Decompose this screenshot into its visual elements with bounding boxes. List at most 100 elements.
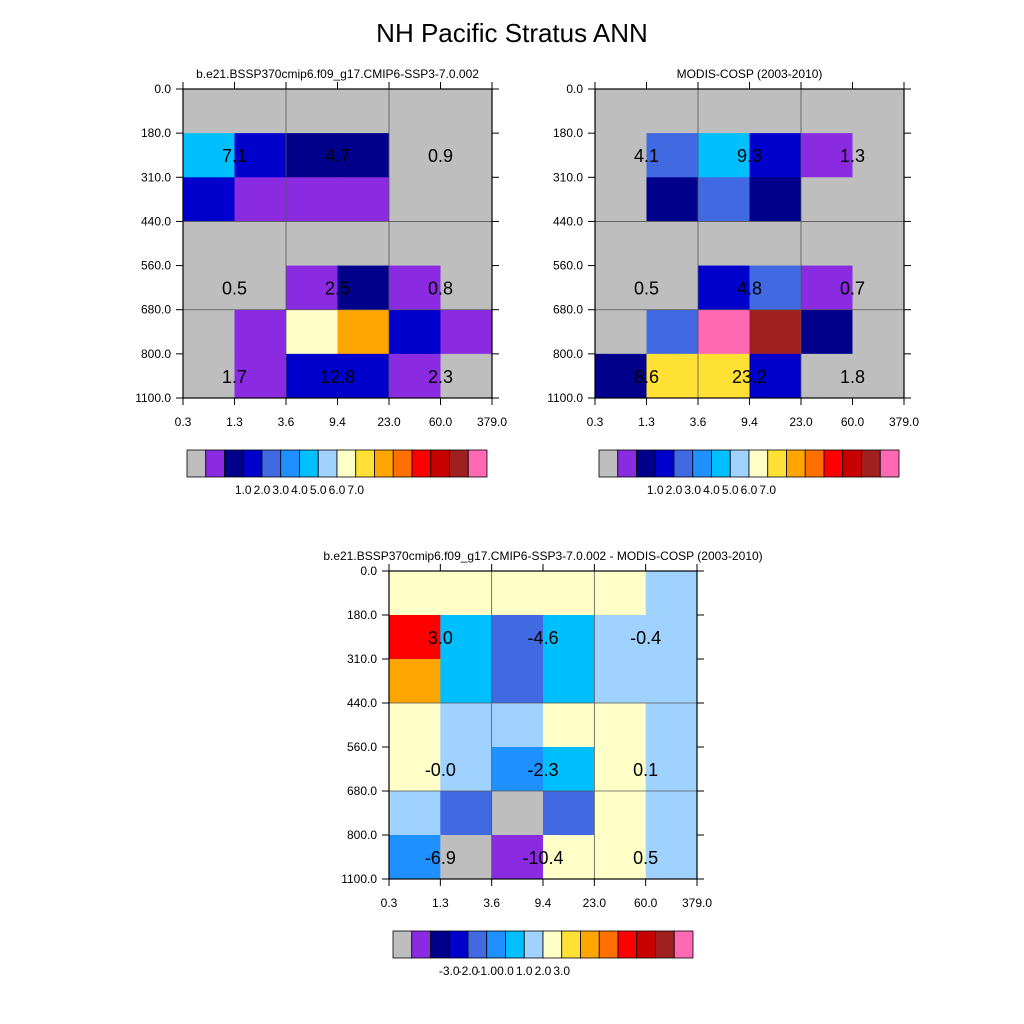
colorbar-box-diff xyxy=(467,930,488,959)
heatmap-cell-obs xyxy=(852,265,905,311)
panel-title-diff: b.e21.BSSP370cmip6.f09_g17.CMIP6-SSP3-7.… xyxy=(323,549,763,563)
colorbar-box-model xyxy=(355,449,375,478)
x-tick-label-obs: 0.3 xyxy=(587,415,604,429)
colorbar-box-diff xyxy=(673,930,694,959)
heatmap-cell-obs xyxy=(698,177,750,222)
x-tick-label-model: 23.0 xyxy=(377,415,401,429)
colorbar-box-obs xyxy=(748,449,769,478)
heatmap-cell-model xyxy=(286,265,338,311)
colorbar-label-model: 4.0 xyxy=(291,483,308,497)
heatmap-cell-model xyxy=(234,353,287,399)
heatmap-cell-model xyxy=(440,89,493,134)
heatmap-cell-diff xyxy=(491,747,544,792)
heatmap-cell-obs xyxy=(698,133,750,178)
heatmap-cell-diff xyxy=(645,835,698,880)
heatmap-cell-obs xyxy=(646,133,699,178)
y-tick-label-diff: 560.0 xyxy=(347,740,377,754)
colorbar-box-diff xyxy=(392,930,413,959)
heatmap-cell-obs xyxy=(801,265,853,311)
heatmap-cell-model xyxy=(389,309,441,355)
colorbar-box-obs xyxy=(786,449,806,478)
x-tick-label-obs: 23.0 xyxy=(789,415,813,429)
y-tick-label-model: 0.0 xyxy=(154,82,171,96)
heatmap-cell-obs xyxy=(801,133,853,178)
heatmap-cell-obs xyxy=(749,353,802,399)
panel-title-obs: MODIS-COSP (2003-2010) xyxy=(676,67,823,81)
heatmap-cell-diff xyxy=(594,703,647,748)
heatmap-cell-diff xyxy=(645,571,698,616)
colorbar-box-model xyxy=(186,449,207,478)
heatmap-cell-diff xyxy=(594,791,647,836)
y-tick-label-obs: 680.0 xyxy=(553,303,583,317)
x-tick-label-model: 3.6 xyxy=(278,415,295,429)
y-tick-label-obs: 560.0 xyxy=(553,259,583,273)
data-label-obs: 9.3 xyxy=(737,146,762,166)
heatmap-cell-diff xyxy=(389,791,441,836)
x-tick-label-model: 379.0 xyxy=(477,415,507,429)
y-tick-label-obs: 440.0 xyxy=(553,214,583,228)
heatmap-cell-diff xyxy=(594,615,647,660)
heatmap-cell-diff xyxy=(594,659,647,704)
colorbar-box-obs xyxy=(823,449,844,478)
data-label-obs: 4.1 xyxy=(634,146,659,166)
colorbar-label-obs: 6.0 xyxy=(741,483,758,497)
heatmap-cell-obs xyxy=(852,353,905,399)
heatmap-cell-model xyxy=(389,177,441,222)
colorbar-box-diff xyxy=(561,930,581,959)
data-label-model: 7.1 xyxy=(222,146,247,166)
heatmap-cell-diff xyxy=(645,791,698,836)
y-tick-label-diff: 310.0 xyxy=(347,652,377,666)
data-label-model: 0.5 xyxy=(222,279,247,299)
colorbar-box-model xyxy=(392,449,413,478)
heatmap-cell-diff xyxy=(440,791,493,836)
heatmap-cell-model xyxy=(183,177,235,222)
heatmap-cell-model xyxy=(234,265,287,311)
heatmap-cell-diff xyxy=(594,747,647,792)
colorbar-label-model: 1.0 xyxy=(235,483,252,497)
heatmap-cell-diff xyxy=(389,835,441,880)
heatmap-cell-model xyxy=(183,265,235,311)
heatmap-cell-diff xyxy=(389,703,441,748)
heatmap-cell-obs xyxy=(595,133,647,178)
colorbar-box-diff xyxy=(636,930,656,959)
x-tick-label-diff: 3.6 xyxy=(483,896,500,910)
heatmap-cell-obs xyxy=(646,177,699,222)
colorbar-box-diff xyxy=(411,930,431,959)
heatmap-cell-obs xyxy=(595,353,647,399)
colorbar-box-model xyxy=(336,449,357,478)
data-label-obs: 8.6 xyxy=(634,367,659,387)
heatmap-cell-obs xyxy=(646,89,699,134)
data-label-obs: 0.5 xyxy=(634,279,659,299)
colorbar-label-diff: -1.0 xyxy=(476,964,497,978)
colorbar-label-model: 6.0 xyxy=(329,483,346,497)
heatmap-cell-obs xyxy=(698,89,750,134)
heatmap-cell-diff xyxy=(491,659,544,704)
heatmap-cell-obs xyxy=(852,133,905,178)
heatmap-cell-model xyxy=(389,265,441,311)
y-tick-label-obs: 310.0 xyxy=(553,170,583,184)
heatmap-cell-model xyxy=(440,177,493,222)
colorbar-label-diff: 2.0 xyxy=(535,964,552,978)
colorbar-box-diff xyxy=(580,930,600,959)
data-label-model: 1.7 xyxy=(222,367,247,387)
heatmap-cell-model xyxy=(440,265,493,311)
heatmap-cell-model xyxy=(389,133,441,178)
heatmap-cell-obs xyxy=(698,221,750,267)
colorbar-box-model xyxy=(280,449,300,478)
heatmap-cell-model xyxy=(286,89,338,134)
heatmap-cell-diff xyxy=(491,571,544,616)
heatmap-cell-diff xyxy=(543,791,595,836)
colorbar-label-diff: 1.0 xyxy=(516,964,533,978)
heatmap-cell-diff xyxy=(543,615,595,660)
heatmap-cell-obs xyxy=(749,89,802,134)
x-tick-label-diff: 23.0 xyxy=(583,896,607,910)
panel-title-model: b.e21.BSSP370cmip6.f09_g17.CMIP6-SSP3-7.… xyxy=(196,67,479,81)
colorbar-label-diff: -3.0 xyxy=(439,964,460,978)
colorbar-box-diff xyxy=(448,930,469,959)
colorbar-box-model xyxy=(299,449,319,478)
heatmap-cell-model xyxy=(337,309,390,355)
heatmap-cell-model xyxy=(234,89,287,134)
heatmap-cell-diff xyxy=(389,747,441,792)
heatmap-cell-diff xyxy=(543,835,595,880)
